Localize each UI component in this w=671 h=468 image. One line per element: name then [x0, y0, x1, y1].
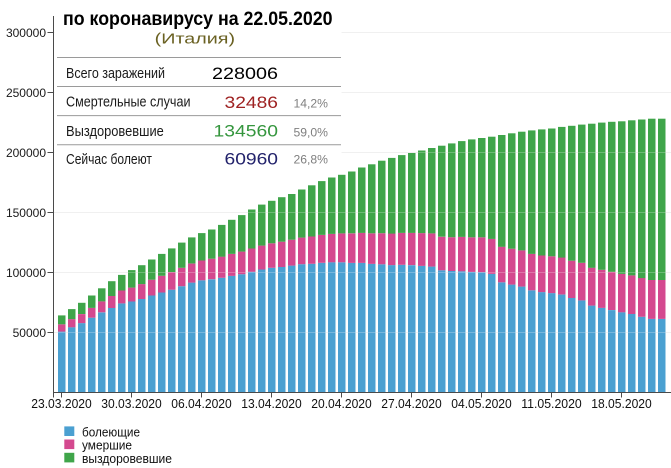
svg-text:228006: 228006: [212, 64, 278, 83]
svg-text:13.04.2020: 13.04.2020: [241, 397, 302, 411]
svg-text:по коронавирусу на 22.05.2020: по коронавирусу на 22.05.2020: [63, 9, 333, 30]
svg-text:26,8%: 26,8%: [294, 153, 329, 167]
svg-text:60960: 60960: [225, 150, 279, 169]
svg-text:11.05.2020: 11.05.2020: [521, 397, 582, 411]
svg-text:30.03.2020: 30.03.2020: [101, 397, 162, 411]
svg-text:23.03.2020: 23.03.2020: [31, 397, 92, 411]
svg-text:250000: 250000: [6, 86, 46, 100]
svg-text:200000: 200000: [6, 146, 46, 160]
svg-text:27.04.2020: 27.04.2020: [381, 397, 442, 411]
svg-text:06.04.2020: 06.04.2020: [171, 397, 232, 411]
svg-text:Всего заражений: Всего заражений: [66, 65, 165, 82]
svg-text:умершие: умершие: [82, 437, 132, 452]
svg-text:150000: 150000: [6, 206, 46, 220]
svg-text:Смертельные случаи: Смертельные случаи: [66, 93, 191, 110]
svg-text:(Италия): (Италия): [155, 31, 235, 47]
svg-text:32486: 32486: [225, 93, 279, 112]
svg-text:18.05.2020: 18.05.2020: [591, 397, 652, 411]
svg-text:100000: 100000: [6, 266, 46, 280]
svg-text:300000: 300000: [6, 26, 46, 40]
svg-text:болеющие: болеющие: [82, 424, 140, 439]
svg-text:50000: 50000: [13, 326, 47, 340]
svg-text:выздоровевшие: выздоровевшие: [82, 451, 172, 466]
svg-text:Сейчас болеют: Сейчас болеют: [66, 151, 152, 168]
svg-text:59,0%: 59,0%: [294, 125, 329, 139]
svg-text:04.05.2020: 04.05.2020: [451, 397, 512, 411]
svg-text:134560: 134560: [214, 122, 279, 141]
svg-text:Выздоровевшие: Выздоровевшие: [66, 123, 164, 140]
svg-text:14,2%: 14,2%: [294, 96, 329, 110]
svg-text:20.04.2020: 20.04.2020: [311, 397, 372, 411]
